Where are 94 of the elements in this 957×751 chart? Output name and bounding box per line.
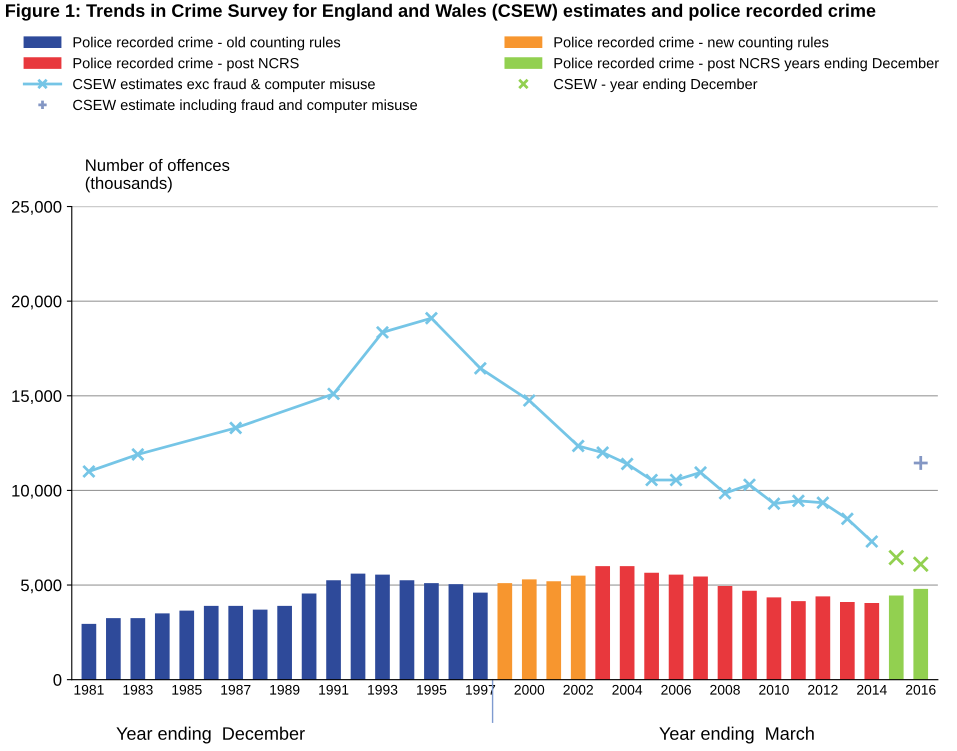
y-axis-title: Number of offences (thousands) xyxy=(86,158,230,192)
bar xyxy=(106,618,121,680)
bar xyxy=(252,610,268,680)
y-tick-label: 5,000 xyxy=(21,579,62,594)
point xyxy=(571,438,586,453)
bar xyxy=(302,594,316,680)
point xyxy=(473,361,488,376)
x-tick-label: 2010 xyxy=(759,684,789,695)
point xyxy=(82,464,96,478)
bar xyxy=(718,586,732,680)
x-tick-label: 2016 xyxy=(906,684,936,695)
x-tick-label: 1983 xyxy=(123,684,153,695)
point xyxy=(644,473,659,487)
point xyxy=(888,549,905,566)
bar xyxy=(497,583,512,680)
text: Year ending March xyxy=(659,726,814,744)
bar xyxy=(179,610,194,680)
y-tick-label: 10,000 xyxy=(12,484,62,499)
bar xyxy=(766,597,782,680)
point xyxy=(376,325,390,340)
x-tick-label: 2014 xyxy=(857,684,887,695)
bar xyxy=(840,602,855,680)
point xyxy=(694,465,708,480)
legend-label: CSEW estimate including fraud and computer misuse xyxy=(73,99,418,113)
point xyxy=(326,386,341,401)
bar xyxy=(204,606,219,680)
bar xyxy=(816,596,830,680)
bar xyxy=(570,576,586,680)
legend-label: Police recorded crime - post NCRS years ending December xyxy=(554,58,939,72)
bar xyxy=(400,580,414,680)
point xyxy=(620,456,634,471)
point xyxy=(864,534,879,548)
point xyxy=(228,421,243,435)
bar xyxy=(522,579,537,680)
bar xyxy=(326,580,341,680)
y-tick-label: 15,000 xyxy=(12,390,62,404)
bar xyxy=(448,584,464,680)
x-tick-label: 1989 xyxy=(270,684,300,695)
text: Year ending December xyxy=(116,726,305,744)
bar xyxy=(644,572,659,680)
x-tick-label: 1985 xyxy=(172,684,202,695)
bar xyxy=(620,566,634,680)
x-tick-label: 2008 xyxy=(710,684,740,695)
y-tick-label: 0 xyxy=(53,674,62,686)
point xyxy=(742,478,756,492)
bar xyxy=(546,581,562,680)
point xyxy=(791,494,806,508)
point xyxy=(522,394,536,408)
point xyxy=(596,446,610,460)
point xyxy=(766,496,781,511)
chart-title: Figure 1: Trends in Crime Survey for England and Wales (CSEW) estimates and police recorded crime xyxy=(6,4,876,21)
y-tick-label: 25,000 xyxy=(12,200,62,215)
x-tick-label: 1997 xyxy=(466,684,496,695)
y-tick-label: 20,000 xyxy=(12,296,62,310)
legend-label: CSEW - year ending December xyxy=(554,78,758,92)
bar xyxy=(913,588,928,680)
point xyxy=(669,473,684,487)
x-tick-label: 1991 xyxy=(319,684,348,695)
bar xyxy=(668,574,684,680)
legend-label: Police recorded crime - new counting rules xyxy=(554,36,828,50)
bar xyxy=(888,595,904,680)
bar xyxy=(350,574,366,680)
point xyxy=(912,556,930,573)
bar xyxy=(375,574,390,680)
point xyxy=(718,486,732,500)
bar xyxy=(864,603,880,680)
x-tick-label: 2000 xyxy=(514,684,544,695)
x-tick-label: 1993 xyxy=(368,684,398,695)
bar xyxy=(742,590,757,680)
point xyxy=(130,448,145,462)
x-tick-label: 1981 xyxy=(74,684,104,695)
bar xyxy=(424,583,439,680)
x-tick-label: 2004 xyxy=(612,684,642,695)
bar xyxy=(473,592,488,680)
bar xyxy=(228,606,244,680)
bar xyxy=(277,606,292,680)
point xyxy=(816,496,830,510)
legend-label: Police recorded crime - old counting rules xyxy=(74,36,340,50)
point xyxy=(912,454,930,472)
x-tick-label: 1995 xyxy=(417,684,446,695)
point xyxy=(424,311,438,326)
x-tick-label: 1987 xyxy=(221,684,250,695)
bar xyxy=(130,618,146,680)
bar xyxy=(595,566,610,680)
legend-label: Police recorded crime - post NCRS xyxy=(74,58,299,72)
bar xyxy=(791,601,806,680)
x-tick-label: 2012 xyxy=(808,684,838,695)
legend-label: CSEW estimates exc fraud & computer misuse xyxy=(73,78,375,92)
point xyxy=(840,512,854,526)
bar xyxy=(693,576,708,680)
bar xyxy=(82,624,96,680)
x-tick-label: 2002 xyxy=(563,684,593,695)
bar xyxy=(154,613,170,680)
x-tick-label: 2006 xyxy=(661,684,691,695)
